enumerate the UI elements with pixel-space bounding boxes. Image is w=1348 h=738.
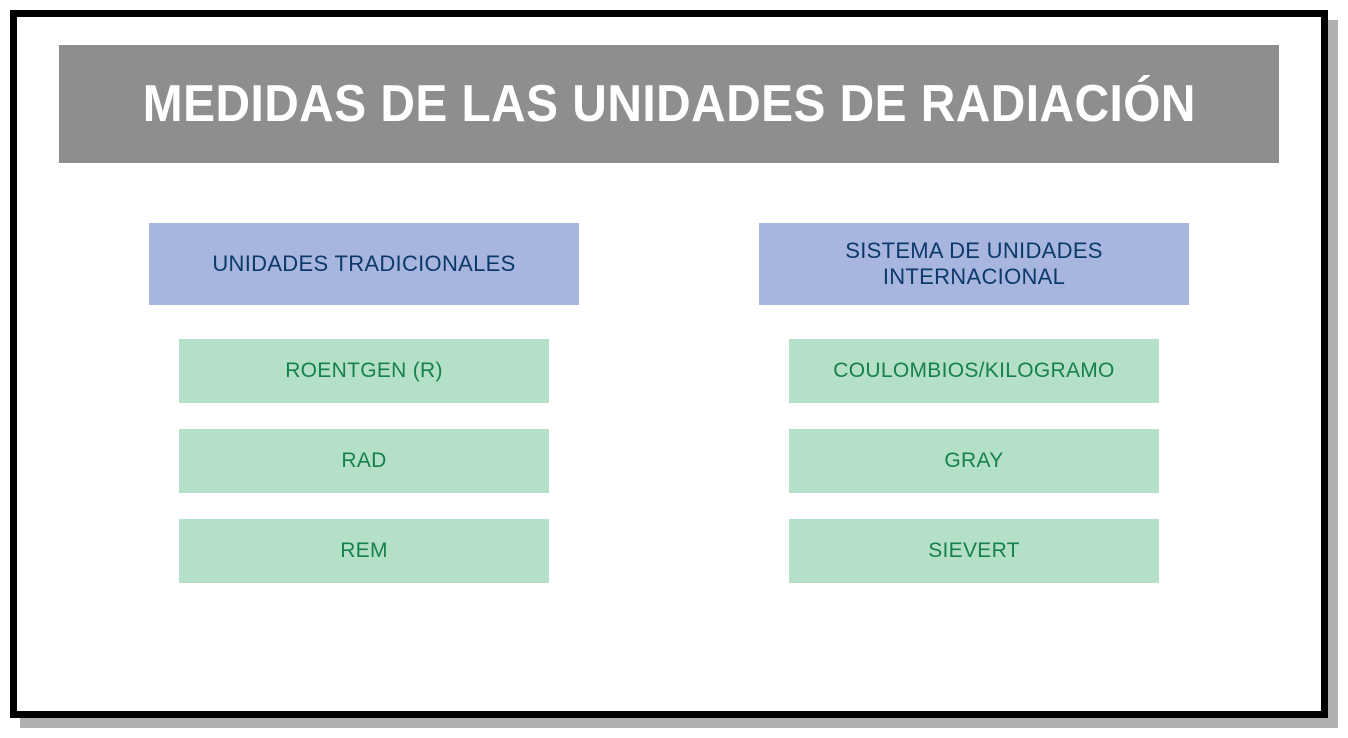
columns-container: UNIDADES TRADICIONALES ROENTGEN (R) RAD … (59, 223, 1279, 583)
unit-item: GRAY (789, 429, 1159, 493)
unit-item: RAD (179, 429, 549, 493)
title-bar: MEDIDAS DE LAS UNIDADES DE RADIACIÓN (59, 45, 1279, 163)
column-right-header: SISTEMA DE UNIDADES INTERNACIONAL (759, 223, 1189, 305)
slide-frame-wrap: MEDIDAS DE LAS UNIDADES DE RADIACIÓN UNI… (10, 10, 1338, 718)
unit-item: SIEVERT (789, 519, 1159, 583)
column-right: SISTEMA DE UNIDADES INTERNACIONAL COULOM… (759, 223, 1189, 583)
title-text: MEDIDAS DE LAS UNIDADES DE RADIACIÓN (142, 74, 1195, 134)
unit-item: COULOMBIOS/KILOGRAMO (789, 339, 1159, 403)
column-left: UNIDADES TRADICIONALES ROENTGEN (R) RAD … (149, 223, 579, 583)
column-left-header: UNIDADES TRADICIONALES (149, 223, 579, 305)
unit-item: REM (179, 519, 549, 583)
slide-frame: MEDIDAS DE LAS UNIDADES DE RADIACIÓN UNI… (10, 10, 1328, 718)
unit-item: ROENTGEN (R) (179, 339, 549, 403)
